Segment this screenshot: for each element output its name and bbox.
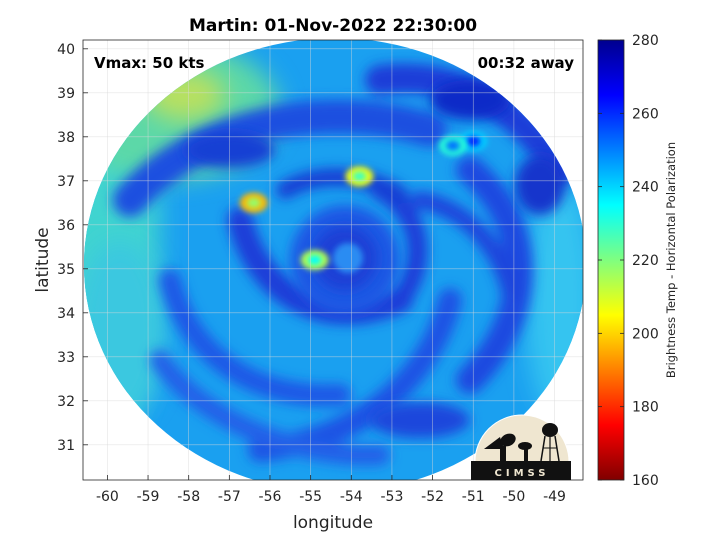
- vmax-label: Vmax: 50 kts: [94, 54, 204, 72]
- colorbar-tick-label: 200: [632, 326, 659, 342]
- y-axis-label: latitude: [33, 227, 53, 292]
- y-tick-label: 37: [57, 174, 75, 190]
- colorbar-ticks: 160 180 200 220 240 260 280: [598, 33, 659, 489]
- x-tick-label: -55: [299, 489, 322, 505]
- y-tick-label: 34: [57, 306, 75, 322]
- x-tick-label: -60: [96, 489, 119, 505]
- cimss-logo: CIMSS: [471, 414, 571, 480]
- warm-spot: [445, 140, 460, 151]
- y-tick-label: 33: [57, 350, 75, 366]
- x-tick-label: -51: [462, 489, 485, 505]
- colorbar-tick-label: 240: [632, 180, 659, 196]
- logo-text: CIMSS: [495, 468, 550, 479]
- x-tick-label: -50: [502, 489, 525, 505]
- y-tick-label: 35: [57, 262, 75, 278]
- time-offset-label: 00:32 away: [478, 54, 575, 72]
- warm-spot: [307, 255, 322, 265]
- colorbar-tick-label: 180: [632, 400, 659, 416]
- warm-spots: [239, 131, 488, 270]
- colorbar-tick-label: 280: [632, 33, 659, 49]
- y-tick-label: 31: [57, 438, 75, 454]
- colorbar-label: Brightness Temp - Horizontal Polarizatio…: [664, 142, 678, 378]
- x-tick-label: -49: [543, 489, 566, 505]
- chart-title: Martin: 01-Nov-2022 22:30:00: [189, 16, 477, 36]
- x-tick-label: -59: [137, 489, 160, 505]
- x-tick-label: -52: [421, 489, 444, 505]
- y-tick-label: 40: [57, 42, 75, 58]
- y-tick-label: 39: [57, 86, 75, 102]
- colorbar-tick-label: 160: [632, 473, 659, 489]
- colorbar-tick-label: 260: [632, 106, 659, 122]
- colorbar-tick-label: 220: [632, 253, 659, 269]
- x-axis-label: longitude: [293, 513, 373, 533]
- x-tick-label: -57: [218, 489, 241, 505]
- x-tick-label: -54: [340, 489, 363, 505]
- axes-box: [82, 39, 584, 481]
- colorbar: [598, 40, 624, 480]
- y-tick-label: 38: [57, 130, 75, 146]
- warm-spot: [246, 197, 261, 208]
- y-tick-label: 36: [57, 218, 75, 234]
- y-tick-label: 32: [57, 394, 75, 410]
- x-ticks: -60 -59 -58 -57 -56 -55 -54 -53 -52 -51 -50 -49: [96, 475, 566, 505]
- x-tick-label: -58: [177, 489, 200, 505]
- x-tick-label: -56: [259, 489, 282, 505]
- y-ticks: 31 32 33 34 35 36 37 38 39 40: [57, 42, 88, 454]
- warm-spot: [352, 171, 367, 182]
- x-tick-label: -53: [381, 489, 404, 505]
